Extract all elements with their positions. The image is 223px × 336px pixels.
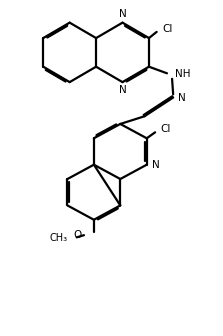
- Text: NH: NH: [175, 70, 190, 79]
- Text: N: N: [152, 160, 159, 170]
- Text: N: N: [119, 85, 127, 95]
- Text: N: N: [119, 9, 127, 19]
- Text: CH₃: CH₃: [49, 233, 67, 243]
- Text: O: O: [74, 230, 82, 240]
- Text: Cl: Cl: [162, 24, 173, 34]
- Text: Cl: Cl: [160, 124, 170, 134]
- Text: N: N: [178, 92, 186, 102]
